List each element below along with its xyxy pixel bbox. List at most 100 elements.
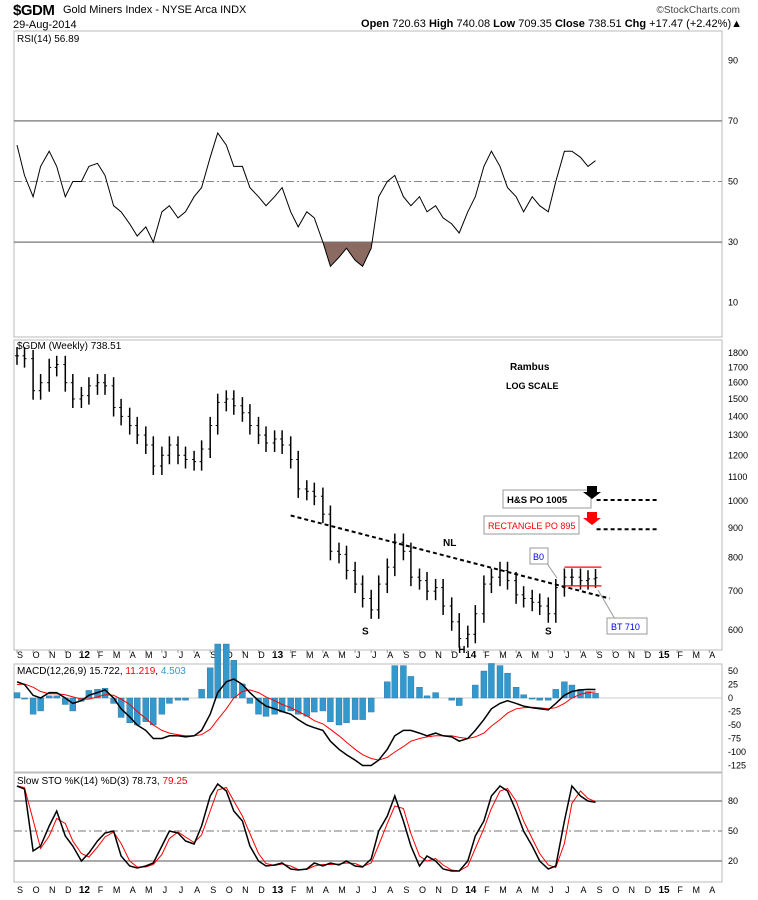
x-tick-label: M bbox=[145, 885, 153, 895]
x-tick-label: A bbox=[580, 650, 586, 660]
x-tick-label: M bbox=[306, 885, 314, 895]
author-label: Rambus bbox=[510, 362, 550, 373]
x-tick-label: A bbox=[130, 650, 136, 660]
backtest-pointer bbox=[597, 589, 616, 620]
log-scale-label: LOG SCALE bbox=[506, 381, 559, 391]
rsi-title: RSI(14) 56.89 bbox=[17, 34, 80, 45]
x-tick-label: D bbox=[451, 885, 458, 895]
y-tick-label: 10 bbox=[728, 298, 738, 308]
rsi-oversold-fill bbox=[17, 242, 596, 267]
macd-histogram-bar bbox=[311, 697, 318, 713]
macd-histogram-bar bbox=[592, 692, 599, 699]
rectangle-target-label: RECTANGLE PO 895 bbox=[488, 521, 575, 531]
x-tick-label: J bbox=[549, 885, 554, 895]
x-tick-label: J bbox=[372, 650, 377, 660]
x-tick-label: J bbox=[565, 885, 570, 895]
y-tick-label: 1400 bbox=[728, 411, 748, 421]
y-tick-label: 700 bbox=[728, 586, 743, 596]
x-tick-label: N bbox=[629, 885, 636, 895]
x-tick-label: F bbox=[484, 650, 490, 660]
macd-histogram-bar bbox=[343, 697, 350, 724]
x-tick-label: D bbox=[65, 885, 72, 895]
hs-target-box bbox=[502, 489, 592, 509]
macd-histogram-bar bbox=[303, 697, 310, 717]
x-tick-label: S bbox=[210, 650, 216, 660]
high-value: 740.08 bbox=[456, 18, 491, 30]
x-tick-label: M bbox=[531, 650, 539, 660]
low-value: 709.35 bbox=[518, 18, 552, 30]
y-tick-label: -75 bbox=[728, 734, 741, 744]
macd-histogram-bar bbox=[287, 697, 294, 712]
y-tick-label: 30 bbox=[728, 237, 738, 247]
x-tick-label: N bbox=[435, 650, 442, 660]
x-tick-label: D bbox=[451, 650, 458, 660]
x-tick-label: S bbox=[597, 885, 603, 895]
x-tick-label: S bbox=[17, 650, 23, 660]
macd-histogram-bar bbox=[520, 694, 527, 699]
x-tick-label: M bbox=[306, 650, 314, 660]
x-tick-label: M bbox=[338, 885, 346, 895]
x-tick-label: A bbox=[323, 650, 329, 660]
ohlc-readout: Open 720.63 High 740.08 Low 709.35 Close… bbox=[361, 18, 742, 30]
x-tick-label: N bbox=[49, 885, 56, 895]
y-tick-label: 1500 bbox=[728, 394, 748, 404]
macd-histogram-bar bbox=[504, 672, 511, 699]
macd-histogram-bar bbox=[198, 689, 205, 699]
y-tick-label: 70 bbox=[728, 116, 738, 126]
macd-histogram-bar bbox=[496, 665, 504, 699]
y-tick-label: 1100 bbox=[728, 472, 747, 482]
macd-histogram-bar bbox=[69, 697, 77, 712]
macd-histogram-bar bbox=[351, 697, 359, 720]
macd-histogram-bar bbox=[182, 697, 189, 701]
chg-label: Chg bbox=[624, 18, 647, 30]
symbol: $GDM bbox=[13, 2, 55, 19]
close-value: 738.51 bbox=[587, 18, 622, 30]
macd-histogram-bar bbox=[368, 697, 375, 713]
y-tick-label: 1700 bbox=[728, 362, 748, 372]
x-tick-label: N bbox=[49, 650, 56, 660]
macd-histogram-bar bbox=[432, 692, 439, 699]
x-tick-label: O bbox=[419, 650, 426, 660]
macd-histogram-bar bbox=[142, 697, 150, 722]
x-tick-label: 15 bbox=[658, 885, 670, 896]
sto-title: Slow STO %K(14) %D(3) 78.73, 79.25 bbox=[17, 776, 188, 787]
x-tick-label: M bbox=[531, 885, 539, 895]
sto-label: Slow STO %K(14) %D(3) bbox=[17, 776, 129, 787]
x-tick-label: 12 bbox=[79, 885, 91, 896]
x-tick-label: A bbox=[194, 650, 200, 660]
breakout-box bbox=[529, 547, 549, 565]
macd-histogram-bar bbox=[13, 692, 21, 699]
x-tick-label: J bbox=[163, 885, 168, 895]
x-tick-label: J bbox=[565, 650, 570, 660]
x-tick-label: 13 bbox=[272, 885, 284, 896]
y-tick-label: 1000 bbox=[728, 496, 748, 506]
pattern-label: S bbox=[362, 626, 369, 637]
x-tick-label: 14 bbox=[465, 650, 477, 661]
x-tick-label: J bbox=[549, 650, 554, 660]
macd-histogram-bar bbox=[255, 697, 262, 715]
x-tick-label: O bbox=[612, 885, 619, 895]
x-tick-label: N bbox=[435, 885, 442, 895]
x-tick-label: J bbox=[163, 650, 168, 660]
x-tick-label: F bbox=[484, 885, 490, 895]
x-tick-label: O bbox=[33, 885, 40, 895]
x-tick-label: N bbox=[242, 885, 249, 895]
pattern-label: H bbox=[458, 645, 465, 656]
x-tick-label: F bbox=[98, 650, 104, 660]
macd-histogram-bar bbox=[327, 697, 334, 722]
macd-histogram-bar bbox=[359, 697, 366, 720]
y-tick-label: 90 bbox=[728, 55, 738, 65]
macd-histogram-bar bbox=[529, 697, 536, 700]
x-tick-label: M bbox=[499, 885, 507, 895]
x-tick-label: J bbox=[356, 885, 361, 895]
y-tick-label: 600 bbox=[728, 625, 743, 635]
backtest-label: BT 710 bbox=[611, 622, 640, 632]
y-tick-label: 20 bbox=[728, 856, 738, 866]
macd-histogram-bar bbox=[150, 697, 157, 726]
low-label: Low bbox=[493, 18, 516, 30]
y-tick-label: 1800 bbox=[728, 348, 748, 358]
x-tick-label: J bbox=[179, 885, 184, 895]
macd-histogram-bar bbox=[512, 687, 520, 699]
x-tick-label: D bbox=[258, 885, 265, 895]
x-tick-label: M bbox=[145, 650, 153, 660]
